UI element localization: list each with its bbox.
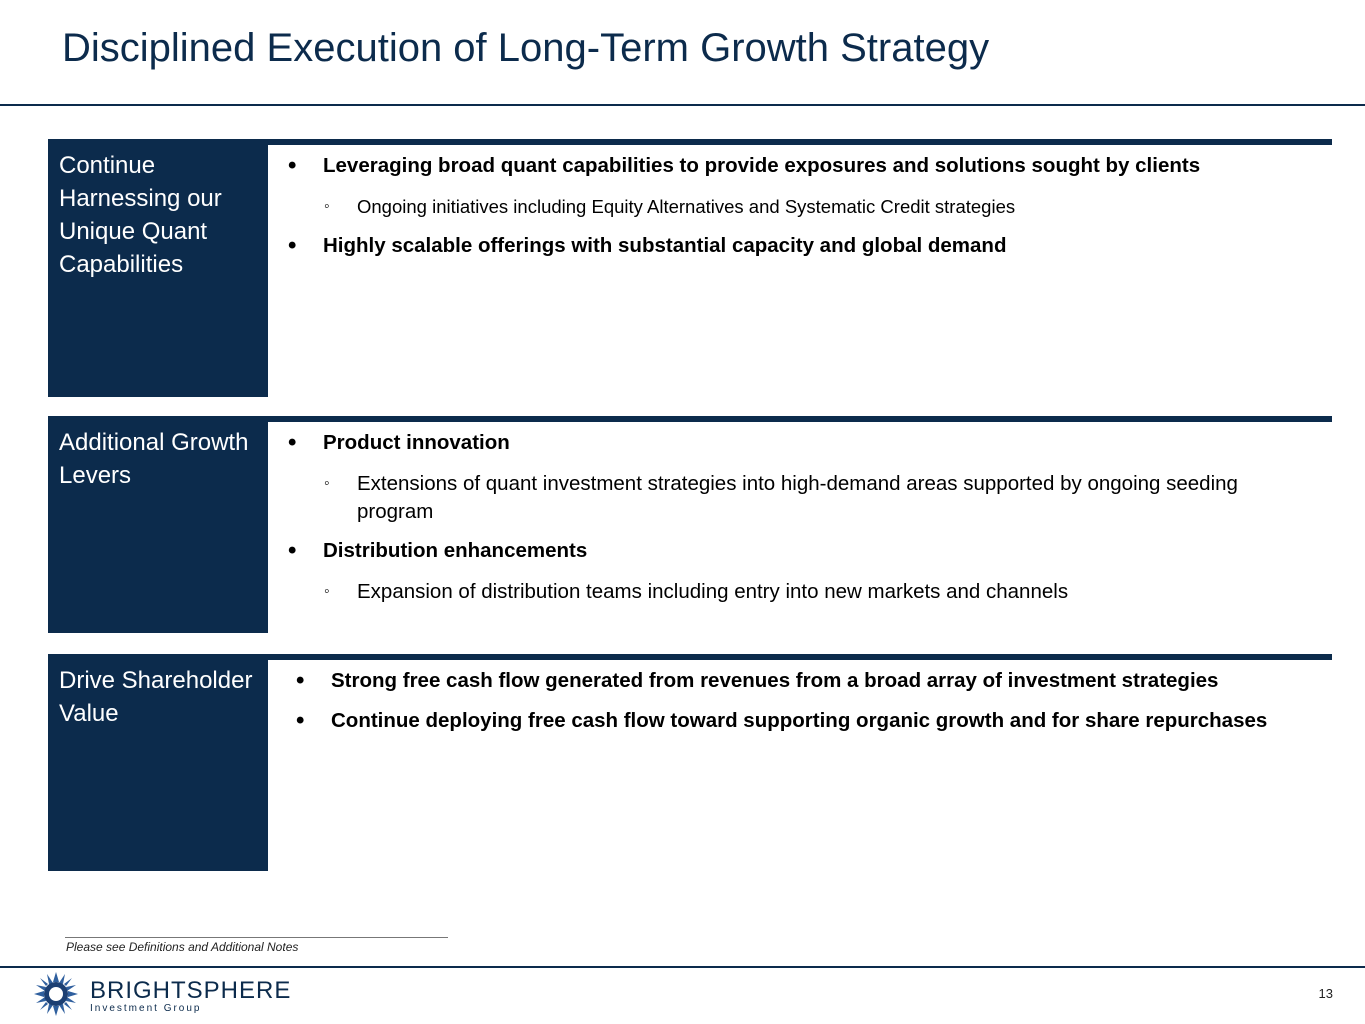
section-label: Drive Shareholder Value bbox=[48, 654, 268, 871]
bullet-item: Product innovation bbox=[288, 430, 1322, 456]
sub-bullet-item: Expansion of distribution teams includin… bbox=[288, 578, 1322, 606]
starburst-logo-icon bbox=[34, 972, 78, 1016]
section-top-bar bbox=[268, 416, 1332, 422]
bullet-item: Highly scalable offerings with substanti… bbox=[288, 233, 1322, 259]
bullet-item: Strong free cash flow generated from rev… bbox=[288, 668, 1322, 694]
brand-name: BRIGHTSPHERE bbox=[90, 977, 292, 1004]
section-content: Product innovation Extensions of quant i… bbox=[288, 430, 1322, 618]
section-content: Strong free cash flow generated from rev… bbox=[288, 668, 1322, 748]
sub-bullet-item: Ongoing initiatives including Equity Alt… bbox=[288, 193, 1322, 221]
bullet-item: Continue deploying free cash flow toward… bbox=[288, 708, 1322, 734]
section-growth-levers: Additional Growth Levers Product innovat… bbox=[48, 416, 1332, 633]
footer-divider bbox=[0, 966, 1365, 968]
section-label: Additional Growth Levers bbox=[48, 416, 268, 633]
slide-title: Disciplined Execution of Long-Term Growt… bbox=[62, 26, 990, 70]
bullet-item: Distribution enhancements bbox=[288, 538, 1322, 564]
footnote: Please see Definitions and Additional No… bbox=[66, 940, 299, 954]
bullet-item: Leveraging broad quant capabilities to p… bbox=[288, 153, 1322, 179]
section-top-bar bbox=[268, 139, 1332, 145]
section-shareholder-value: Drive Shareholder Value Strong free cash… bbox=[48, 654, 1332, 871]
section-label: Continue Harnessing our Unique Quant Cap… bbox=[48, 139, 268, 397]
sub-bullet-item: Extensions of quant investment strategie… bbox=[288, 470, 1322, 526]
footnote-divider bbox=[65, 937, 448, 938]
brand-tagline: Investment Group bbox=[90, 1003, 202, 1014]
section-content: Leveraging broad quant capabilities to p… bbox=[288, 153, 1322, 273]
title-divider bbox=[0, 104, 1365, 106]
section-top-bar bbox=[268, 654, 1332, 660]
page-number: 13 bbox=[1318, 986, 1333, 1001]
section-quant-capabilities: Continue Harnessing our Unique Quant Cap… bbox=[48, 139, 1332, 397]
